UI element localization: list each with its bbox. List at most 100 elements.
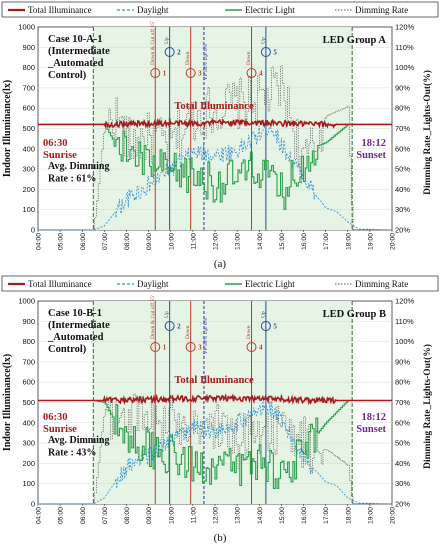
y2-tick-label: 60% [395, 144, 410, 153]
case-label-line: Case 10-A-1 [48, 34, 103, 45]
y2-tick-label: 30% [395, 205, 410, 214]
x-tick-label: 18:00 [345, 507, 352, 524]
y2-tick-label: 80% [395, 104, 410, 113]
marker-id-2: 2 [177, 323, 181, 331]
case-label-line: (Intermediate [48, 46, 110, 57]
x-tick-label: 07:00 [102, 507, 109, 524]
marker-circle-5 [260, 321, 271, 331]
chart-panel-a: Total Illuminance Daylight Electric Light D… [1, 1, 439, 250]
marker-id-4: 4 [259, 70, 263, 78]
series-total-illuminance [38, 117, 392, 130]
legend-label-2: Electric Light [245, 5, 295, 15]
legend-label-0: Total Illuminance [28, 279, 92, 289]
x-tick-label: 04:00 [36, 233, 43, 250]
y-tick-label: 100 [22, 205, 35, 214]
case-label-line: _Automated [47, 332, 104, 343]
avg-dimming-value: Rate : 43% [48, 447, 96, 458]
x-tick-label: 14:00 [257, 507, 264, 524]
marker-note-5: Up [260, 311, 266, 318]
y2-tick-label: 80% [395, 378, 410, 387]
legend-label-3: Dimming Rate [355, 279, 408, 289]
marker-id-1: 1 [163, 70, 167, 78]
x-tick-label: 15:00 [279, 507, 286, 524]
y-tick-label: 900 [22, 317, 35, 326]
legend-label-1: Daylight [137, 279, 169, 289]
x-tick-label: 16:00 [301, 233, 308, 250]
y2-tick-label: 70% [395, 398, 410, 407]
avg-dimming-label: Avg. Dimming [48, 161, 109, 172]
marker-id-5: 5 [273, 323, 277, 331]
avg-dimming-label: Avg. Dimming [48, 435, 109, 446]
y2-tick-label: 100% [395, 63, 415, 72]
y-tick-label: 100 [22, 479, 35, 488]
y-tick-label: 800 [22, 337, 35, 346]
marker-id-4: 4 [259, 344, 263, 352]
group-label: LED Group A [323, 35, 387, 46]
x-tick-label: 08:00 [124, 507, 131, 524]
x-tick-label: 19:00 [367, 507, 374, 524]
legend-box [1, 1, 439, 18]
x-tick-label: 13:00 [235, 233, 242, 250]
case-label-line: Control) [48, 344, 87, 355]
y-tick-label: 400 [22, 418, 35, 427]
x-tick-label: 20:00 [390, 233, 397, 250]
legend-label-0: Total Illuminance [28, 5, 92, 15]
x-tick-label: 11:00 [190, 507, 197, 524]
x-tick-label: 07:00 [102, 233, 109, 250]
marker-note-4: Down [246, 325, 252, 339]
x-tick-label: 09:00 [146, 507, 153, 524]
x-tick-label: 11:00 [190, 233, 197, 250]
series-electric-light [38, 399, 392, 490]
marker-circle-3 [185, 68, 196, 78]
sunset-time: 18:12 [362, 412, 387, 423]
y2-tick-label: 40% [395, 459, 410, 468]
y-tick-label: 500 [22, 124, 35, 133]
y-tick-label: 300 [22, 439, 35, 448]
x-tick-label: 20:00 [390, 507, 397, 524]
marker-circle-4 [246, 342, 257, 352]
y2-axis-label: Dimming Rate_Lights-Out(%) [422, 344, 433, 469]
marker-id-2: 2 [177, 49, 181, 57]
avg-dimming-value: Rate : 61% [48, 173, 96, 184]
series-dimming-rate [38, 65, 392, 231]
y-tick-label: 200 [22, 185, 35, 194]
legend-box [1, 275, 439, 292]
y2-axis-label: Dimming Rate_Lights-Out(%) [422, 70, 433, 195]
x-tick-label: 14:00 [257, 233, 264, 250]
y2-tick-label: 40% [395, 185, 410, 194]
marker-id-3: 3 [198, 344, 202, 352]
y-tick-label: 500 [22, 398, 35, 407]
x-tick-label: 12:00 [213, 507, 220, 524]
y2-tick-label: 120% [395, 297, 415, 306]
marker-circle-2 [164, 47, 175, 57]
x-tick-label: 06:00 [80, 507, 87, 524]
sunset-label: Sunset [356, 424, 386, 435]
y-tick-label: 0 [31, 226, 35, 235]
x-tick-label: 12:00 [213, 233, 220, 250]
y2-tick-label: 110% [395, 43, 414, 52]
y2-tick-label: 50% [395, 439, 410, 448]
legend-label-3: Dimming Rate [355, 5, 408, 15]
y-tick-label: 600 [22, 104, 35, 113]
marker-note-5: Up [260, 37, 266, 44]
x-tick-label: 18:00 [345, 233, 352, 250]
case-label-line: (Intermediate [48, 320, 110, 331]
y-tick-label: 900 [22, 43, 35, 52]
y2-tick-label: 90% [395, 357, 410, 366]
series-daylight [38, 400, 392, 505]
sunset-label: Sunset [356, 150, 386, 161]
y2-tick-label: 60% [395, 418, 410, 427]
y2-tick-label: 20% [395, 500, 410, 509]
series-electric-light [38, 123, 392, 210]
marker-circle-3 [185, 342, 196, 352]
y2-tick-label: 50% [395, 165, 410, 174]
legend-label-1: Daylight [137, 5, 169, 15]
y-tick-label: 700 [22, 83, 35, 92]
y-tick-label: 400 [22, 144, 35, 153]
y-tick-label: 0 [31, 500, 35, 509]
x-tick-label: 17:00 [323, 507, 330, 524]
sunrise-time: 06:30 [43, 138, 68, 149]
sunset-time: 18:12 [362, 138, 387, 149]
y2-tick-label: 20% [395, 226, 410, 235]
x-tick-label: 17:00 [323, 233, 330, 250]
